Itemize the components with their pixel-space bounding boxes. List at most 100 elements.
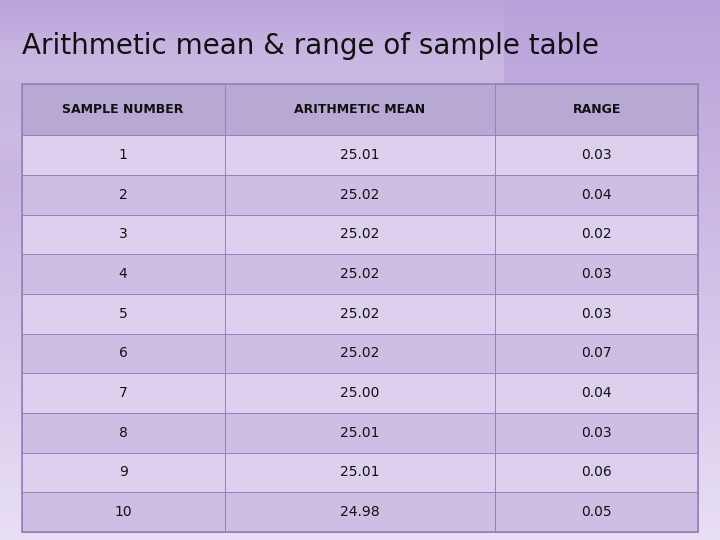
Bar [0,351,720,354]
Bar [0,284,720,286]
Bar [0,59,720,62]
Bar [0,114,504,116]
Bar [0,43,504,45]
Bar [22,413,225,453]
Bar [0,24,720,27]
Bar [225,334,495,373]
Bar [0,251,720,254]
Text: 5: 5 [119,307,127,321]
Bar [0,105,720,108]
Bar [0,74,504,76]
Bar [0,497,720,500]
Bar [0,79,504,82]
Bar [0,20,504,22]
Bar [0,106,504,109]
Bar [0,136,504,137]
Bar [0,175,504,177]
Bar [225,214,495,254]
Bar [0,435,720,437]
Bar [0,408,720,410]
Bar [0,52,504,54]
Bar [0,518,720,521]
Bar [0,109,504,110]
Bar [0,153,504,156]
Bar [0,273,720,275]
Bar [0,483,720,486]
Bar [0,193,504,195]
Bar [0,192,504,193]
Bar [0,275,720,278]
Bar [0,125,504,126]
Bar [0,154,720,157]
Bar [0,92,504,94]
Bar [0,85,504,87]
Bar [0,25,504,27]
Bar [0,14,720,16]
Bar [0,378,720,381]
Bar [0,81,720,84]
Bar [0,475,720,478]
Bar [0,529,720,532]
Bar [0,161,504,163]
Bar [0,141,504,143]
Bar [0,27,504,29]
Bar [0,130,504,132]
Bar [0,5,504,7]
Bar [0,49,504,51]
Bar [0,148,720,151]
Bar [0,4,504,5]
Bar [0,62,720,65]
Bar [0,446,720,448]
Bar [0,532,720,535]
Bar [0,238,720,240]
Bar [0,58,504,59]
Bar [0,126,504,128]
Bar [0,364,720,367]
Bar [0,152,504,153]
Bar [225,135,495,175]
Bar [0,68,720,70]
Bar [0,170,504,172]
Bar [0,54,504,56]
Bar [0,286,720,289]
Bar [0,123,504,125]
Bar [0,164,504,166]
Bar [0,197,504,199]
Bar [0,508,720,510]
Text: ARITHMETIC MEAN: ARITHMETIC MEAN [294,103,426,116]
Bar [495,294,698,334]
Bar [0,197,720,200]
Bar [0,54,720,57]
Bar [0,183,504,184]
Bar [0,76,720,78]
Bar [0,116,504,117]
Bar [0,491,720,494]
Bar [0,195,504,197]
Bar [0,190,504,192]
Bar [0,119,504,121]
Bar [0,180,504,183]
Bar [0,124,720,127]
Text: SAMPLE NUMBER: SAMPLE NUMBER [63,103,184,116]
Bar [0,125,504,126]
Bar [0,84,720,86]
Bar [495,214,698,254]
Bar [0,141,504,143]
Text: 0.03: 0.03 [582,148,612,162]
Bar [22,135,225,175]
Bar [0,89,504,90]
Bar [0,416,720,418]
Bar [22,214,225,254]
Bar [0,94,504,96]
Bar [0,62,504,63]
Text: 0.03: 0.03 [582,267,612,281]
Bar [0,502,720,505]
Bar [0,117,504,119]
Bar [22,334,225,373]
Bar [0,94,720,97]
Bar [0,278,720,281]
Bar [0,224,720,227]
Bar [0,29,504,31]
Bar [0,359,720,362]
Bar [0,105,504,106]
